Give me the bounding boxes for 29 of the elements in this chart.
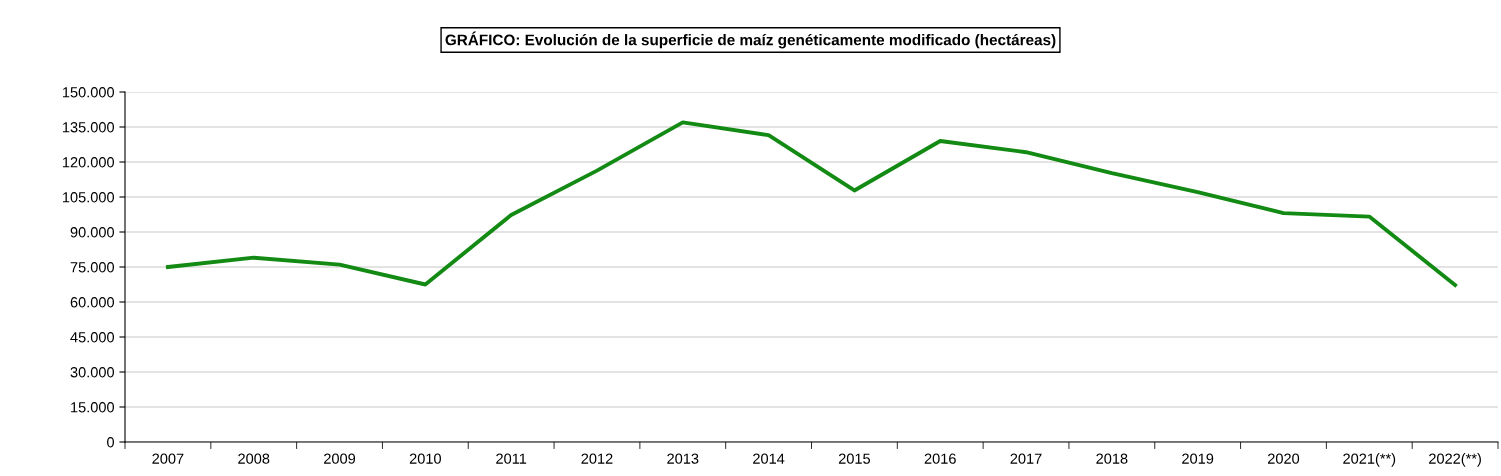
x-tick-label: 2022(**) [1429,453,1481,467]
x-tick-label: 2018 [1096,453,1128,464]
chart-title: GRÁFICO: Evolución de la superficie de maíz genéticamente modificado (hectáreas) [445,31,1056,49]
x-tick-label: 2016 [924,453,956,464]
x-tick-label: 2015 [838,453,871,464]
x-tick-label: 2011 [496,453,527,464]
x-tick-label: 2013 [667,453,699,464]
y-tick-label: 135.000 [62,122,115,133]
x-tick-label: 2012 [581,453,613,464]
line-series [165,120,1458,287]
x-tick-label: 2009 [324,453,356,464]
x-tick-label: 2020 [1267,453,1300,464]
y-tick-label: 75.000 [70,262,115,273]
x-tick-label: 2008 [238,453,270,464]
y-tick-label: 60.000 [70,297,115,308]
x-tick-label: 2010 [409,453,441,464]
y-tick-label: 105.000 [62,192,115,203]
y-tick-label: 120.000 [62,157,115,168]
x-tick-label: 2014 [753,453,785,464]
y-tick-label: 150.000 [62,87,115,98]
y-tick-label: 0 [107,437,115,448]
y-tick-label: 15.000 [71,402,115,413]
x-tick-label: 2007 [152,453,184,464]
y-tick-label: 45.000 [70,332,115,343]
y-tick-label: 30.000 [70,367,115,378]
x-tick-label: 2017 [1010,453,1042,464]
y-tick-label: 90.000 [70,227,115,238]
x-tick-label: 2021(**) [1343,453,1396,467]
x-tick-label: 2019 [1182,453,1214,464]
